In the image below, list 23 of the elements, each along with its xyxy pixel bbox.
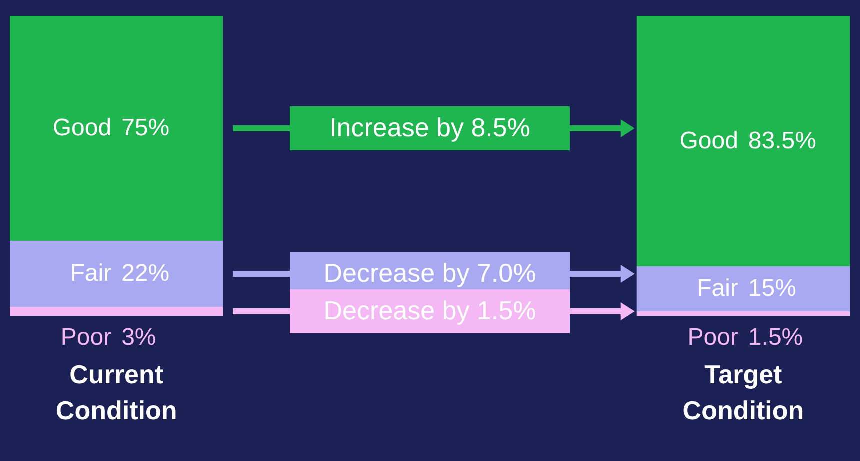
data-label: 83.5% bbox=[748, 127, 816, 154]
bar bbox=[636, 16, 850, 266]
annotation: Decrease by 7.0% bbox=[324, 258, 536, 288]
text: Poor bbox=[688, 324, 738, 351]
bar bbox=[10, 16, 224, 241]
data-label: 75% bbox=[122, 114, 170, 142]
data-label: 15% bbox=[748, 275, 796, 302]
bar bbox=[10, 241, 224, 307]
series-label: Fair bbox=[697, 275, 738, 302]
annotation: Decrease by 1.5% bbox=[324, 296, 536, 326]
data-label: 3% bbox=[122, 324, 156, 351]
bar bbox=[636, 312, 850, 316]
data-label: 1.5% bbox=[748, 324, 804, 351]
data-label: 22% bbox=[122, 260, 170, 287]
series-label: Poor bbox=[60, 324, 112, 351]
bar bbox=[10, 307, 224, 316]
text: Good bbox=[680, 127, 738, 154]
x-tick-label: Current Condition bbox=[56, 360, 178, 426]
bar bbox=[636, 266, 850, 312]
annotation: Increase by 8.5% bbox=[330, 112, 530, 142]
text: Fair bbox=[70, 260, 112, 287]
x-tick-label: Target Condition bbox=[682, 360, 804, 426]
series-label: Good bbox=[52, 114, 112, 142]
